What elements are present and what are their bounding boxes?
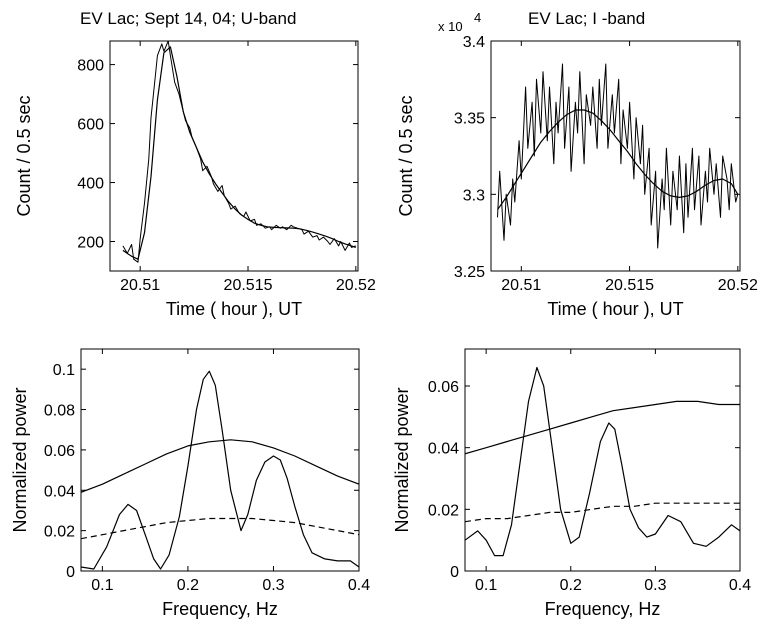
chart3-series-3-line — [81, 517, 359, 540]
chart2-x-tick-label: 20.515 — [605, 277, 654, 294]
chart4-series-1-line — [465, 366, 740, 557]
chart1-series-1-line — [122, 41, 356, 263]
chart3-y-tick-label: 0.1 — [53, 362, 75, 379]
chart2-y-tick-label: 3.35 — [454, 111, 485, 128]
chart3-axes-frame — [80, 348, 360, 572]
chart2-series-1-line — [497, 63, 739, 249]
chart1-y-axis-label: Count / 0.5 sec — [14, 95, 34, 216]
chart3-x-tick-label: 0.4 — [348, 577, 370, 594]
chart4-x-axis-label: Frequency, Hz — [545, 599, 661, 619]
chart4-y-tick-label: 0.02 — [428, 502, 459, 519]
chart2-y-tick-label: 3.4 — [463, 34, 485, 51]
chart4-series-2-line — [465, 400, 740, 455]
chart1-title: EV Lac; Sept 14, 04; U-band — [80, 9, 296, 28]
chart3-x-tick-label: 0.1 — [91, 577, 113, 594]
chart2-x-tick-label: 20.51 — [501, 277, 541, 294]
chart1-axes-frame — [109, 40, 359, 272]
chart3-x-tick-label: 0.2 — [177, 577, 199, 594]
chart1-x-tick-label: 20.51 — [120, 277, 160, 294]
chart2-y-axis-label: Count / 0.5 sec — [396, 95, 416, 216]
chart3-y-axis-label: Normalized power — [10, 387, 30, 532]
chart1-x-tick-label: 20.52 — [336, 277, 376, 294]
chart3-x-axis-label: Frequency, Hz — [162, 599, 278, 619]
chart1-series-2-line — [122, 46, 356, 260]
chart4-series-3-line — [465, 502, 740, 523]
chart3-series-2-line — [81, 439, 359, 493]
chart2-axis-multiplier-exponent: 4 — [474, 10, 481, 25]
chart4-x-tick-label: 0.1 — [475, 577, 497, 594]
chart2-y-tick-label: 3.3 — [463, 187, 485, 204]
chart1-x-tick-label: 20.515 — [224, 277, 273, 294]
chart3-y-tick-label: 0 — [66, 564, 75, 581]
chart4-y-tick-label: 0 — [450, 564, 459, 581]
chart-panel-3: 0.1 0.2 0.3 0.4 0 0.02 0.04 0.06 0.08 0.1 Frequenc… — [10, 348, 370, 619]
chart-panel-4: 0.1 0.2 0.3 0.4 0 0.02 0.04 0.06 Frequency, Hz No… — [392, 348, 751, 619]
chart3-y-tick-label: 0.06 — [44, 443, 75, 460]
chart3-series-1-line — [81, 370, 359, 570]
chart-panel-2: 20.51 20.515 20.52 3.25 3.3 3.35 3.4 Time ( hou… — [396, 9, 758, 319]
chart1-y-tick-label: 400 — [77, 176, 104, 193]
chart1-x-axis-label: Time ( hour ), UT — [166, 299, 302, 319]
chart-panel-1: 20.51 20.515 20.52 200 400 600 800 Time ( hour … — [14, 9, 376, 319]
chart1-y-tick-label: 200 — [77, 235, 104, 252]
chart2-y-tick-label: 3.25 — [454, 264, 485, 281]
chart4-axes-frame — [464, 348, 741, 572]
chart3-y-tick-label: 0.04 — [44, 483, 75, 500]
chart3-y-tick-label: 0.02 — [44, 524, 75, 541]
chart2-x-axis-label: Time ( hour ), UT — [547, 299, 683, 319]
chart4-y-axis-label: Normalized power — [392, 387, 412, 532]
chart4-y-tick-label: 0.04 — [428, 441, 459, 458]
chart4-x-tick-label: 0.4 — [729, 577, 751, 594]
chart4-x-tick-label: 0.2 — [560, 577, 582, 594]
chart2-axis-multiplier: x 10 — [438, 19, 463, 34]
chart4-x-tick-label: 0.3 — [644, 577, 666, 594]
chart2-axes-frame — [490, 40, 741, 272]
chart3-y-tick-label: 0.08 — [44, 403, 75, 420]
chart2-series-2-line — [497, 109, 739, 211]
chart4-y-tick-label: 0.06 — [428, 379, 459, 396]
chart2-title: EV Lac; I -band — [528, 9, 645, 28]
chart1-y-tick-label: 600 — [77, 117, 104, 134]
chart2-x-tick-label: 20.52 — [718, 277, 758, 294]
chart3-x-tick-label: 0.3 — [262, 577, 284, 594]
chart1-y-tick-label: 800 — [77, 58, 104, 75]
